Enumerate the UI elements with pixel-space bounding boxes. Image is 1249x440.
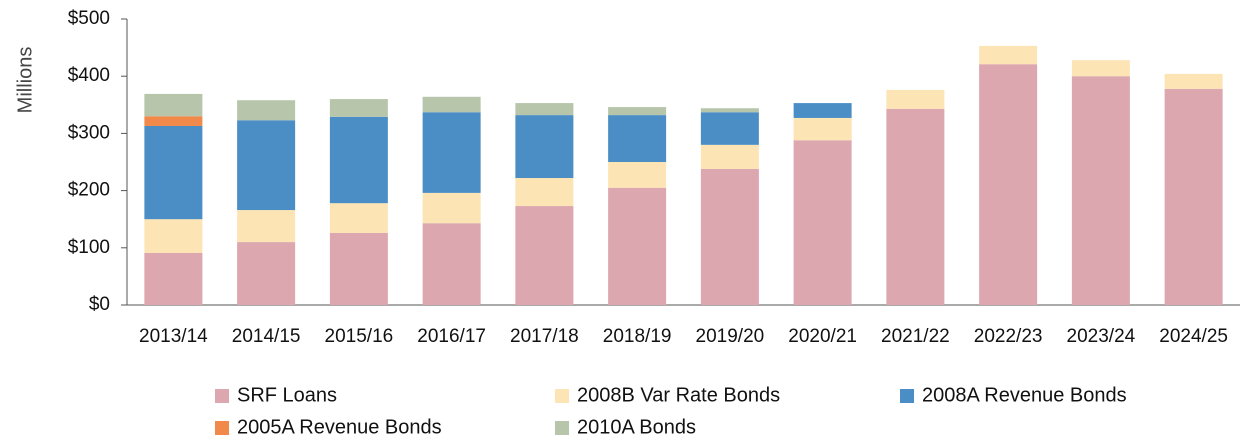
bar-segment [144,93,203,117]
bar-segment [700,112,759,145]
x-tick-label: 2018/19 [603,326,672,347]
y-tick-label: $500 [68,8,110,29]
bar-segment [237,120,296,211]
bar-segment [515,115,574,179]
bar-segment [608,115,667,162]
bar-segment [237,242,296,305]
x-tick-label: 2016/17 [417,326,486,347]
bar-segment [144,125,203,220]
bar-segment [1164,88,1223,305]
bar-segment [793,103,852,118]
bar-segment [329,203,388,233]
bar-segment [329,99,388,117]
x-tick-label: 2020/21 [788,326,857,347]
bar-segment [886,89,945,109]
bar-segment [144,219,203,253]
legend-label: 2008A Revenue Bonds [922,384,1127,406]
y-axis-label: Millions [14,47,36,114]
bar-segment [515,206,574,305]
x-tick-label: 2014/15 [232,326,301,347]
bar-segment [979,45,1038,65]
y-tick-label: $0 [89,294,110,315]
x-tick-label: 2017/18 [510,326,579,347]
legend-label: 2005A Revenue Bonds [237,416,442,438]
bar-segment [979,64,1038,305]
bar-segment [793,140,852,305]
bar-segment [1164,73,1223,89]
bar-segment [144,252,203,305]
bar-segment [1071,76,1130,305]
bar-segment [700,168,759,305]
legend-label: 2008B Var Rate Bonds [577,384,780,406]
x-tick-label: 2013/14 [139,326,208,347]
bar-segment [700,144,759,169]
bar-segment [422,112,481,193]
legend-label: 2010A Bonds [577,416,696,438]
x-tick-label: 2019/20 [696,326,765,347]
legend-label: SRF Loans [237,384,337,406]
bar-segment [237,100,296,121]
bar-segment [515,178,574,207]
y-tick-label: $300 [68,122,110,143]
x-tick-label: 2023/24 [1067,326,1136,347]
bar-segment [886,108,945,305]
bar-segment [422,223,481,305]
legend-swatch [215,389,229,403]
y-tick-label: $100 [68,237,110,258]
bar-segment [237,210,296,243]
bar-segment [608,162,667,188]
bar-segment [515,103,574,116]
bar-segment [329,116,388,204]
legend-swatch [900,389,914,403]
bar-segment [422,192,481,224]
bar-segment [608,107,667,116]
bar-segment [329,232,388,305]
bar-segment [1071,60,1130,77]
legend-swatch [215,421,229,435]
bar-segment [144,116,203,126]
bar-segment [422,96,481,113]
legend-swatch [555,421,569,435]
bar-segment [608,187,667,305]
x-tick-label: 2015/16 [325,326,394,347]
legend-swatch [555,389,569,403]
x-tick-label: 2021/22 [881,326,950,347]
bar-segment [700,108,759,113]
y-tick-label: $200 [68,180,110,201]
x-tick-label: 2022/23 [974,326,1043,347]
x-tick-label: 2024/25 [1159,326,1228,347]
bar-segment [793,117,852,141]
y-tick-label: $400 [68,65,110,86]
